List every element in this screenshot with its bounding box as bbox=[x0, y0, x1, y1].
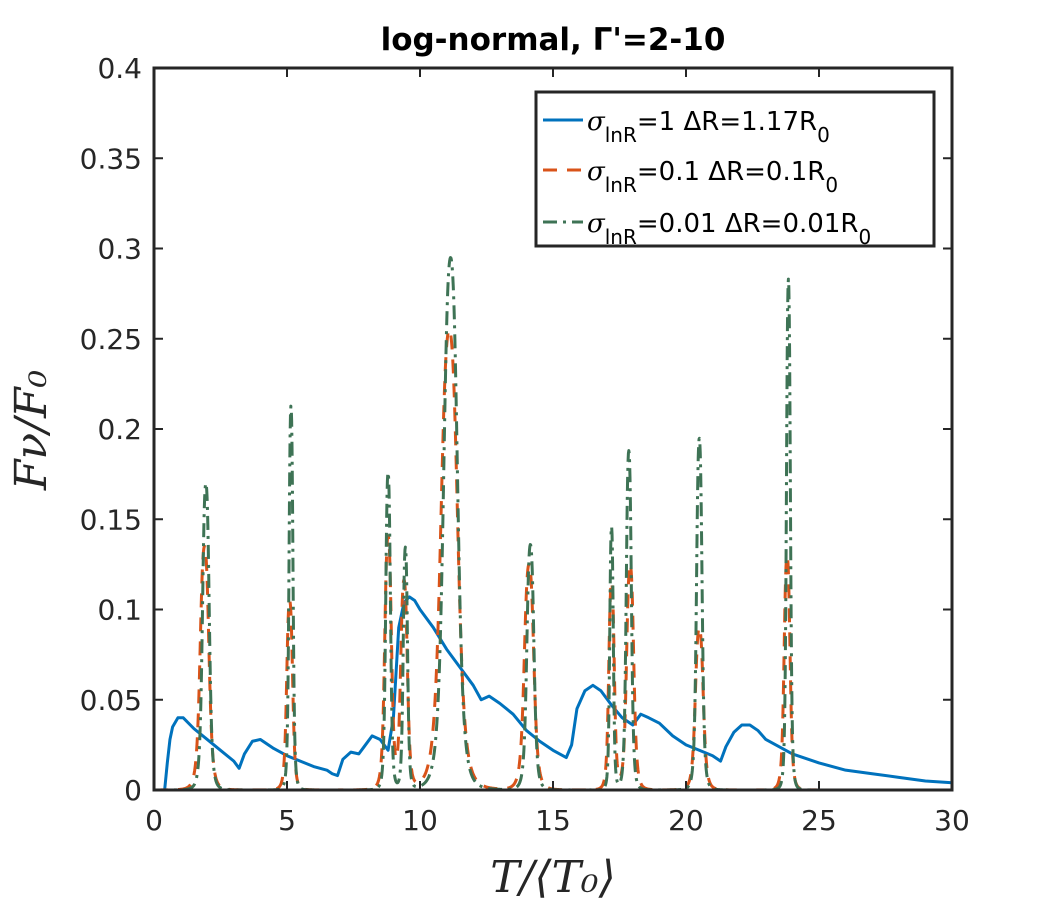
legend: σlnR=1 ΔR=1.17R0 σlnR=0.1 ΔR=0.1R0 σlnR=0.… bbox=[534, 90, 936, 249]
legend-label-1: σlnR=1 ΔR=1.17R0 bbox=[587, 107, 830, 147]
x-tick-label: 5 bbox=[278, 804, 296, 837]
y-tick-label: 0.35 bbox=[80, 142, 142, 175]
y-tick-label: 0.25 bbox=[80, 323, 142, 356]
y-axis-label: Fν/F₀ bbox=[6, 370, 57, 492]
legend-label-3: σlnR=0.01 ΔR=0.01R0 bbox=[587, 209, 871, 249]
y-tick-label: 0.15 bbox=[80, 503, 142, 536]
legend-label-2: σlnR=0.1 ΔR=0.1R0 bbox=[587, 157, 838, 197]
y-tick-label: 0.4 bbox=[97, 52, 142, 85]
y-tick-label: 0.05 bbox=[80, 684, 142, 717]
axis-ticks: 0 5 10 15 20 25 30 0 0.05 0.1 0.15 0.2 0.25 0.3 0.35 0.… bbox=[80, 52, 970, 837]
x-tick-label: 25 bbox=[801, 804, 837, 837]
x-tick-label: 20 bbox=[668, 804, 704, 837]
x-tick-label: 30 bbox=[934, 804, 970, 837]
x-tick-label: 0 bbox=[145, 804, 163, 837]
series-line-1 bbox=[154, 595, 953, 792]
y-tick-label: 0 bbox=[124, 774, 142, 807]
y-tick-label: 0.1 bbox=[97, 594, 142, 627]
legend-box bbox=[534, 90, 936, 248]
x-tick-label: 10 bbox=[402, 804, 438, 837]
chart-title: log-normal, Γ'=2-10 bbox=[381, 22, 726, 58]
x-tick-label: 15 bbox=[535, 804, 571, 837]
x-axis-label: T/⟨T₀⟩ bbox=[490, 852, 616, 903]
y-tick-label: 0.3 bbox=[97, 233, 142, 266]
y-tick-label: 0.2 bbox=[97, 413, 142, 446]
